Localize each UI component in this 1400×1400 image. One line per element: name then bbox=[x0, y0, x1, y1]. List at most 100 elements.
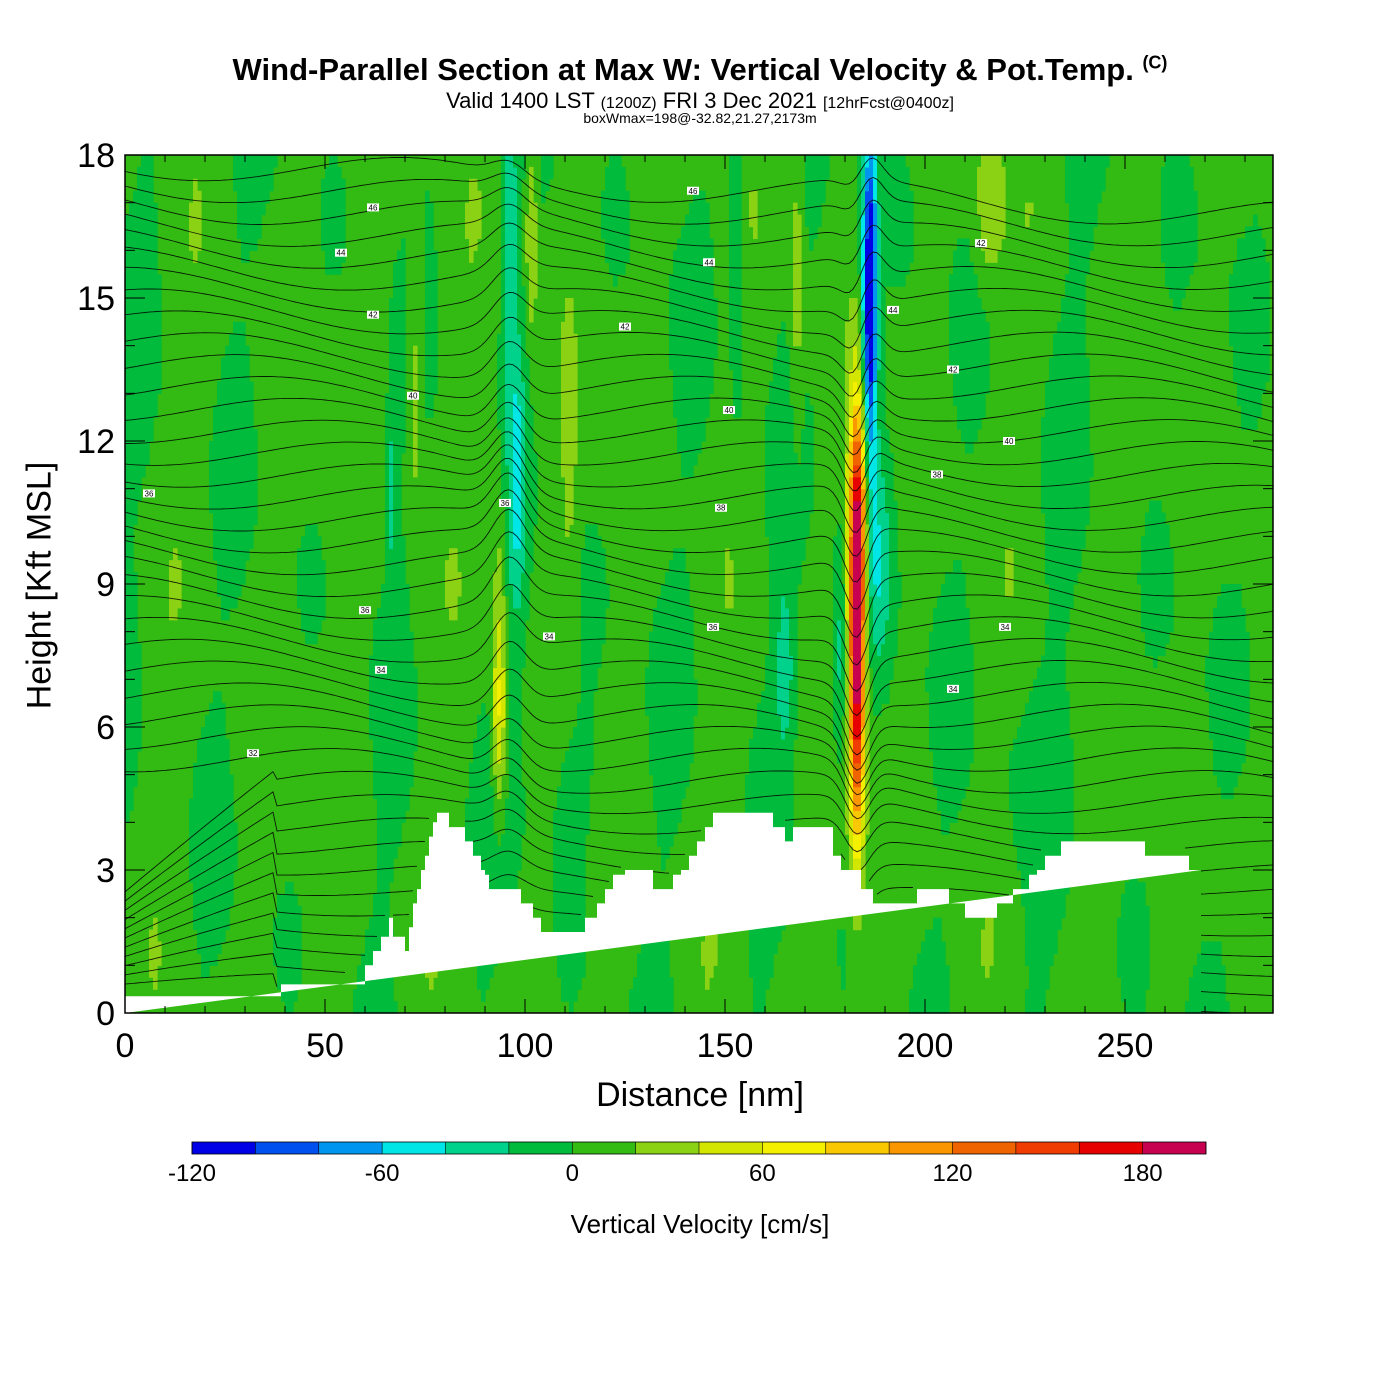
velocity-cell bbox=[201, 929, 206, 943]
velocity-cell bbox=[149, 429, 154, 442]
velocity-cell bbox=[885, 226, 890, 240]
velocity-cell bbox=[561, 846, 566, 859]
velocity-cell bbox=[493, 619, 498, 633]
velocity-cell bbox=[657, 762, 662, 776]
velocity-cell bbox=[393, 298, 398, 311]
velocity-cell bbox=[777, 381, 782, 394]
velocity-cell bbox=[481, 727, 486, 740]
velocity-cell bbox=[749, 941, 754, 955]
velocity-cell bbox=[509, 178, 514, 192]
velocity-cell bbox=[773, 512, 778, 526]
velocity-cell bbox=[949, 786, 954, 800]
velocity-cell bbox=[173, 560, 178, 573]
velocity-cell bbox=[1033, 846, 1038, 859]
velocity-cell bbox=[961, 667, 966, 680]
velocity-cell bbox=[373, 655, 378, 669]
velocity-cell bbox=[761, 703, 766, 716]
velocity-cell bbox=[1009, 572, 1014, 585]
velocity-cell bbox=[501, 703, 506, 716]
velocity-cell bbox=[953, 381, 958, 394]
velocity-cell bbox=[781, 727, 786, 740]
velocity-cell bbox=[485, 846, 490, 859]
velocity-cell bbox=[565, 429, 570, 442]
velocity-cell bbox=[521, 810, 526, 823]
velocity-cell bbox=[505, 584, 510, 597]
velocity-cell bbox=[249, 488, 254, 502]
velocity-cell bbox=[1033, 774, 1038, 788]
velocity-cell bbox=[289, 929, 294, 943]
velocity-cell bbox=[773, 452, 778, 466]
velocity-cell bbox=[325, 214, 330, 228]
velocity-cell bbox=[957, 572, 962, 585]
velocity-cell bbox=[453, 607, 458, 621]
velocity-cell bbox=[405, 738, 410, 752]
velocity-cell bbox=[733, 345, 738, 359]
velocity-cell bbox=[841, 977, 846, 990]
velocity-cell bbox=[889, 190, 894, 204]
velocity-cell bbox=[525, 369, 530, 383]
velocity-cell bbox=[233, 512, 238, 526]
velocity-cell bbox=[505, 274, 510, 287]
velocity-cell bbox=[661, 858, 666, 871]
velocity-cell bbox=[1037, 941, 1042, 955]
velocity-cell bbox=[525, 429, 530, 442]
velocity-cell bbox=[513, 881, 518, 895]
velocity-cell bbox=[1033, 858, 1038, 871]
velocity-cell bbox=[129, 798, 134, 812]
velocity-cell bbox=[133, 595, 138, 609]
velocity-cell bbox=[873, 429, 878, 442]
velocity-cell bbox=[505, 333, 510, 347]
velocity-cell bbox=[397, 548, 402, 561]
velocity-cell bbox=[757, 750, 762, 764]
velocity-cell bbox=[377, 762, 382, 776]
velocity-cell bbox=[985, 357, 990, 371]
velocity-cell bbox=[393, 619, 398, 633]
velocity-cell bbox=[777, 738, 782, 752]
velocity-cell bbox=[1037, 703, 1042, 716]
velocity-cell bbox=[393, 429, 398, 442]
velocity-cell bbox=[765, 786, 770, 800]
velocity-cell bbox=[561, 989, 566, 1002]
velocity-cell bbox=[565, 870, 570, 883]
velocity-cell bbox=[241, 572, 246, 585]
velocity-cell bbox=[653, 989, 658, 1002]
velocity-cell bbox=[221, 572, 226, 585]
velocity-cell bbox=[133, 309, 138, 323]
velocity-cell bbox=[833, 703, 838, 716]
velocity-cell bbox=[409, 750, 414, 764]
velocity-cell bbox=[773, 619, 778, 633]
velocity-cell bbox=[773, 393, 778, 406]
velocity-cell bbox=[225, 846, 230, 859]
velocity-cell bbox=[317, 560, 322, 573]
velocity-cell bbox=[769, 500, 774, 514]
velocity-cell bbox=[1021, 822, 1026, 835]
velocity-cell bbox=[397, 560, 402, 573]
velocity-cell bbox=[789, 798, 794, 812]
velocity-cell bbox=[773, 584, 778, 597]
velocity-cell bbox=[449, 595, 454, 609]
velocity-cell bbox=[389, 679, 394, 692]
velocity-cell bbox=[1037, 989, 1042, 1002]
velocity-cell bbox=[737, 166, 742, 180]
velocity-cell bbox=[773, 500, 778, 514]
velocity-cell bbox=[133, 667, 138, 680]
velocity-cell bbox=[233, 369, 238, 383]
velocity-cell bbox=[389, 667, 394, 680]
velocity-cell bbox=[797, 238, 802, 251]
velocity-cell bbox=[581, 917, 586, 931]
velocity-cell bbox=[621, 250, 626, 263]
velocity-cell bbox=[633, 1001, 638, 1014]
velocity-cell bbox=[701, 345, 706, 359]
velocity-cell bbox=[405, 774, 410, 788]
velocity-cell bbox=[401, 762, 406, 776]
velocity-cell bbox=[541, 178, 546, 192]
velocity-cell bbox=[525, 214, 530, 228]
velocity-cell bbox=[613, 155, 618, 168]
velocity-cell bbox=[129, 643, 134, 657]
velocity-cell bbox=[781, 393, 786, 406]
velocity-cell bbox=[869, 560, 874, 573]
velocity-cell bbox=[945, 655, 950, 669]
velocity-cell bbox=[501, 333, 506, 347]
velocity-cell bbox=[877, 667, 882, 680]
velocity-cell bbox=[497, 333, 502, 347]
